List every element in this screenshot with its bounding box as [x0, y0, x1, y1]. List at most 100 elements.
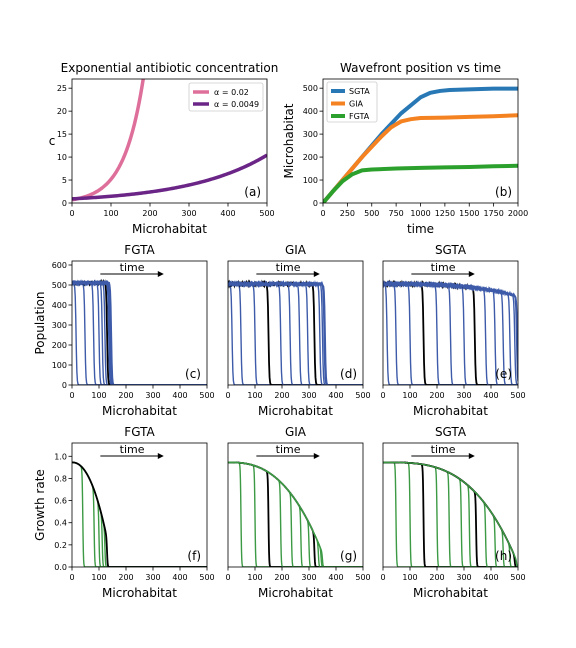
x-tick-label: 400 [328, 573, 343, 582]
y-tick-label: 0.0 [54, 563, 67, 572]
panel-label: (b) [495, 185, 512, 199]
plot-frame [71, 442, 208, 568]
plot-frame [71, 260, 208, 386]
x-tick-label: 0 [225, 391, 230, 400]
series-line-1 [72, 79, 145, 202]
x-tick-label: 200 [118, 391, 133, 400]
y-tick-label: 0.4 [54, 519, 67, 528]
x-tick-label: 400 [172, 573, 187, 582]
plot-area [228, 279, 363, 385]
y-tick-label: 600 [52, 261, 67, 270]
x-tick-label: 0 [69, 391, 74, 400]
population-profile [228, 280, 363, 385]
x-tick-label: 250 [340, 209, 355, 218]
y-tick-label: 25 [57, 84, 67, 93]
series-line-fgta [323, 163, 518, 203]
time-annotation: time [276, 443, 301, 456]
y-tick-label: 0.6 [54, 497, 67, 506]
x-axis-label: Microhabitat [258, 586, 333, 600]
x-tick-label: 200 [274, 573, 289, 582]
legend: SGTA GIA FGTA [326, 81, 378, 123]
x-axis-label: Microhabitat [413, 404, 488, 418]
legend-entry: SGTA [349, 87, 370, 96]
x-tick-label: 200 [274, 391, 289, 400]
x-axis-label: Microhabitat [258, 404, 333, 418]
x-tick-label: 0 [225, 573, 230, 582]
y-tick-label: 1.0 [54, 452, 67, 461]
x-tick-label: 0 [380, 573, 385, 582]
y-axis-label: Microhabitat [282, 103, 296, 178]
x-tick-label: 500 [510, 573, 525, 582]
plot-area [383, 279, 518, 385]
panel-label: (g) [340, 549, 357, 563]
x-tick-label: 300 [301, 391, 316, 400]
x-tick-label: 300 [301, 573, 316, 582]
x-tick-label: 100 [402, 391, 417, 400]
x-tick-label: 100 [247, 573, 262, 582]
x-tick-label: 1750 [483, 209, 503, 218]
y-tick-label: 200 [52, 341, 67, 350]
x-tick-label: 0 [380, 391, 385, 400]
population-profile [72, 279, 207, 385]
panel-label: (f) [187, 549, 201, 563]
panel-label: (c) [185, 367, 201, 381]
time-annotation: time [276, 261, 301, 274]
y-tick-label: 0.8 [54, 474, 67, 483]
growth-profile [72, 461, 207, 567]
panel-label: (a) [244, 185, 261, 199]
chart-title: Exponential antibiotic concentration [61, 61, 279, 75]
x-tick-label: 0 [69, 573, 74, 582]
legend-entry: FGTA [349, 112, 370, 121]
time-arrow-head [468, 453, 475, 459]
time-arrow-head [157, 453, 164, 459]
plot-area [72, 79, 267, 202]
x-tick-label: 1000 [410, 209, 430, 218]
x-tick-label: 100 [103, 209, 118, 218]
x-tick-label: 400 [483, 573, 498, 582]
plot-frame [382, 442, 519, 568]
population-profile [72, 279, 207, 385]
chart-title: GIA [285, 425, 307, 439]
time-annotation: time [431, 261, 456, 274]
time-annotation: time [120, 443, 145, 456]
x-axis-label: Microhabitat [102, 404, 177, 418]
time-arrow-head [157, 271, 164, 277]
x-tick-label: 100 [402, 573, 417, 582]
chart-title: SGTA [435, 243, 467, 257]
growth-profile [228, 461, 363, 567]
x-tick-label: 0 [320, 209, 325, 218]
x-tick-label: 500 [355, 573, 370, 582]
x-tick-label: 400 [172, 391, 187, 400]
x-tick-label: 100 [91, 573, 106, 582]
y-tick-label: 0 [62, 199, 67, 208]
y-tick-label: 500 [303, 84, 318, 93]
x-tick-label: 300 [456, 573, 471, 582]
chart-title: Wavefront position vs time [340, 61, 501, 75]
plot-area [383, 461, 518, 567]
y-tick-label: 500 [52, 281, 67, 290]
x-tick-label: 200 [142, 209, 157, 218]
x-axis-label: Microhabitat [102, 586, 177, 600]
chart-title: GIA [285, 243, 307, 257]
y-tick-label: 15 [57, 130, 67, 139]
plot-frame [71, 78, 268, 204]
x-tick-label: 500 [199, 391, 214, 400]
plot-frame [382, 260, 519, 386]
y-axis-label: c [49, 134, 56, 148]
x-tick-label: 100 [247, 391, 262, 400]
panel-label: (e) [495, 367, 512, 381]
plot-area [72, 278, 207, 385]
y-tick-label: 400 [52, 301, 67, 310]
chart-panel-f: time 0 100 200 300 400 500 0.0 0.2 0.4 0.6 0.8 1.0 FG… [33, 425, 215, 600]
plot-area [323, 86, 518, 203]
x-tick-label: 300 [456, 391, 471, 400]
panel-label: (h) [495, 549, 512, 563]
y-tick-label: 0 [313, 199, 318, 208]
y-tick-label: 200 [303, 153, 318, 162]
x-tick-label: 400 [483, 391, 498, 400]
chart-title: FGTA [124, 243, 155, 257]
x-tick-label: 500 [510, 391, 525, 400]
x-axis-label: Microhabitat [132, 222, 207, 236]
